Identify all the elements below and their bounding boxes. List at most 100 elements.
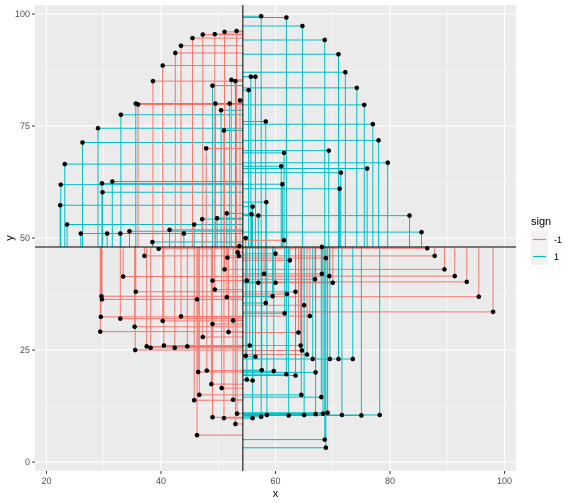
data-point <box>195 369 201 375</box>
data-point <box>343 69 348 75</box>
data-point <box>62 161 68 167</box>
data-point <box>199 216 205 222</box>
y-axis-ticks: 0 25 50 75 100 <box>15 9 35 467</box>
data-point <box>194 432 200 438</box>
data-point <box>442 267 447 272</box>
data-point <box>376 138 381 143</box>
data-point <box>230 318 236 323</box>
data-point <box>256 213 261 218</box>
data-point <box>197 392 202 398</box>
data-point <box>224 294 230 300</box>
data-point <box>229 77 234 83</box>
data-point <box>110 179 115 184</box>
data-point <box>99 293 104 299</box>
data-point <box>299 348 305 353</box>
data-point <box>304 352 310 357</box>
data-point <box>264 199 269 205</box>
data-point <box>64 222 70 227</box>
data-point <box>250 378 255 383</box>
data-point <box>237 98 243 103</box>
data-point <box>273 251 278 256</box>
data-point <box>214 215 220 221</box>
data-point <box>293 373 298 378</box>
data-point <box>250 415 255 421</box>
data-point <box>452 273 458 279</box>
data-point <box>160 63 165 68</box>
data-point <box>210 321 215 327</box>
data-point <box>204 368 210 373</box>
data-point <box>354 85 360 91</box>
data-point <box>286 413 291 418</box>
data-point <box>237 243 242 249</box>
data-point <box>330 280 336 286</box>
data-point <box>298 343 303 348</box>
data-point <box>464 279 470 285</box>
y-tick-label: 50 <box>20 233 30 243</box>
data-point <box>235 250 241 255</box>
data-point <box>424 246 430 251</box>
data-point <box>142 253 147 259</box>
data-point <box>191 222 197 227</box>
data-point <box>322 37 328 43</box>
data-point <box>234 411 240 416</box>
data-point <box>312 276 318 282</box>
data-point <box>250 204 255 209</box>
data-point <box>338 170 344 175</box>
data-point <box>361 102 367 108</box>
data-point <box>127 228 132 234</box>
data-point <box>236 253 242 259</box>
data-point <box>118 112 124 118</box>
data-point <box>234 28 239 34</box>
data-point <box>287 258 293 263</box>
data-point <box>253 74 258 79</box>
data-point <box>225 255 230 261</box>
data-point <box>161 343 167 348</box>
y-axis-title: y <box>4 235 16 241</box>
data-point <box>172 50 178 56</box>
data-point <box>132 347 138 353</box>
data-point <box>320 411 326 416</box>
data-point <box>104 231 110 236</box>
data-point <box>210 83 215 88</box>
data-point <box>253 354 258 360</box>
data-point <box>476 294 482 299</box>
data-point <box>270 293 275 299</box>
data-points <box>57 13 496 451</box>
data-point <box>213 101 218 106</box>
data-point <box>339 412 345 418</box>
data-point <box>98 314 104 320</box>
data-point <box>296 330 301 335</box>
data-point <box>178 43 184 49</box>
data-point <box>258 13 264 19</box>
data-point <box>307 313 313 319</box>
data-point <box>248 74 254 79</box>
data-point <box>298 392 304 398</box>
data-point <box>132 324 137 330</box>
data-point <box>243 353 249 359</box>
data-point <box>156 246 161 252</box>
data-point <box>301 412 307 418</box>
data-point <box>327 273 332 279</box>
data-point <box>212 31 218 37</box>
data-point <box>58 182 64 187</box>
y-tick-label: 100 <box>15 9 30 19</box>
data-point <box>78 231 84 236</box>
data-point <box>407 213 412 218</box>
data-point <box>100 189 105 195</box>
data-point <box>323 255 329 261</box>
data-point <box>144 344 149 349</box>
data-point <box>284 371 289 377</box>
data-point <box>160 318 165 324</box>
data-point <box>219 385 224 391</box>
data-point <box>150 78 156 84</box>
data-point <box>337 186 342 192</box>
data-point <box>244 278 250 283</box>
data-point <box>284 15 289 20</box>
data-point <box>310 356 316 362</box>
data-point <box>222 29 227 35</box>
data-point <box>224 211 230 216</box>
data-point <box>222 267 227 272</box>
data-point <box>313 411 318 417</box>
segments <box>59 15 494 449</box>
